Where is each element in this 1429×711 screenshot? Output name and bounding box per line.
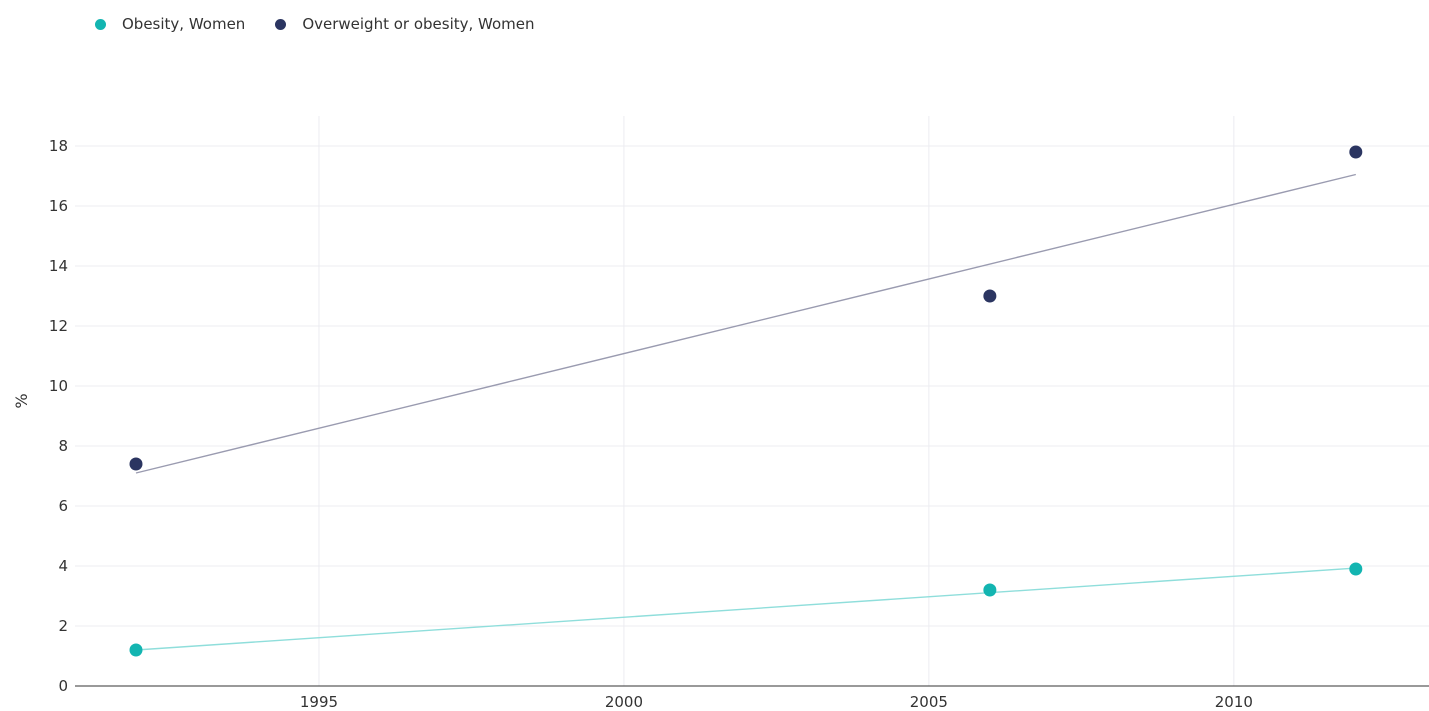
legend-item-overweight[interactable]: Overweight or obesity, Women [275,15,535,33]
y-tick-label-6: 6 [58,497,68,515]
y-tick-label-12: 12 [49,317,68,335]
legend-label-overweight: Overweight or obesity, Women [302,15,535,33]
y-tick-label-0: 0 [58,677,68,695]
point-series-0-2006 [983,583,997,597]
point-series-1-1992 [129,457,143,471]
y-tick-label-4: 4 [58,557,68,575]
y-axis-label: % [12,393,31,408]
y-tick-label-8: 8 [58,437,68,455]
legend-marker-obesity [95,18,106,30]
trend-line-series-1 [135,173,1356,474]
x-tick-label-2000: 2000 [605,693,643,711]
legend-label-obesity: Obesity, Women [122,15,246,33]
point-series-1-2006 [983,289,997,303]
x-tick-label-2005: 2005 [910,693,948,711]
y-tick-label-2: 2 [58,617,68,635]
x-tick-label-1995: 1995 [300,693,338,711]
point-series-0-2012 [1349,562,1363,576]
x-tick-label-2010: 2010 [1215,693,1253,711]
trend-line-series-0 [135,567,1356,651]
y-tick-label-10: 10 [49,377,68,395]
legend: Obesity, Women Overweight or obesity, Wo… [95,15,535,33]
y-tick-label-16: 16 [49,197,68,215]
point-series-1-2012 [1349,145,1363,159]
legend-item-obesity[interactable]: Obesity, Women [95,15,245,33]
legend-marker-overweight [275,18,287,30]
y-tick-label-14: 14 [49,257,68,275]
point-series-0-1992 [129,643,143,657]
y-tick-label-18: 18 [49,137,68,155]
